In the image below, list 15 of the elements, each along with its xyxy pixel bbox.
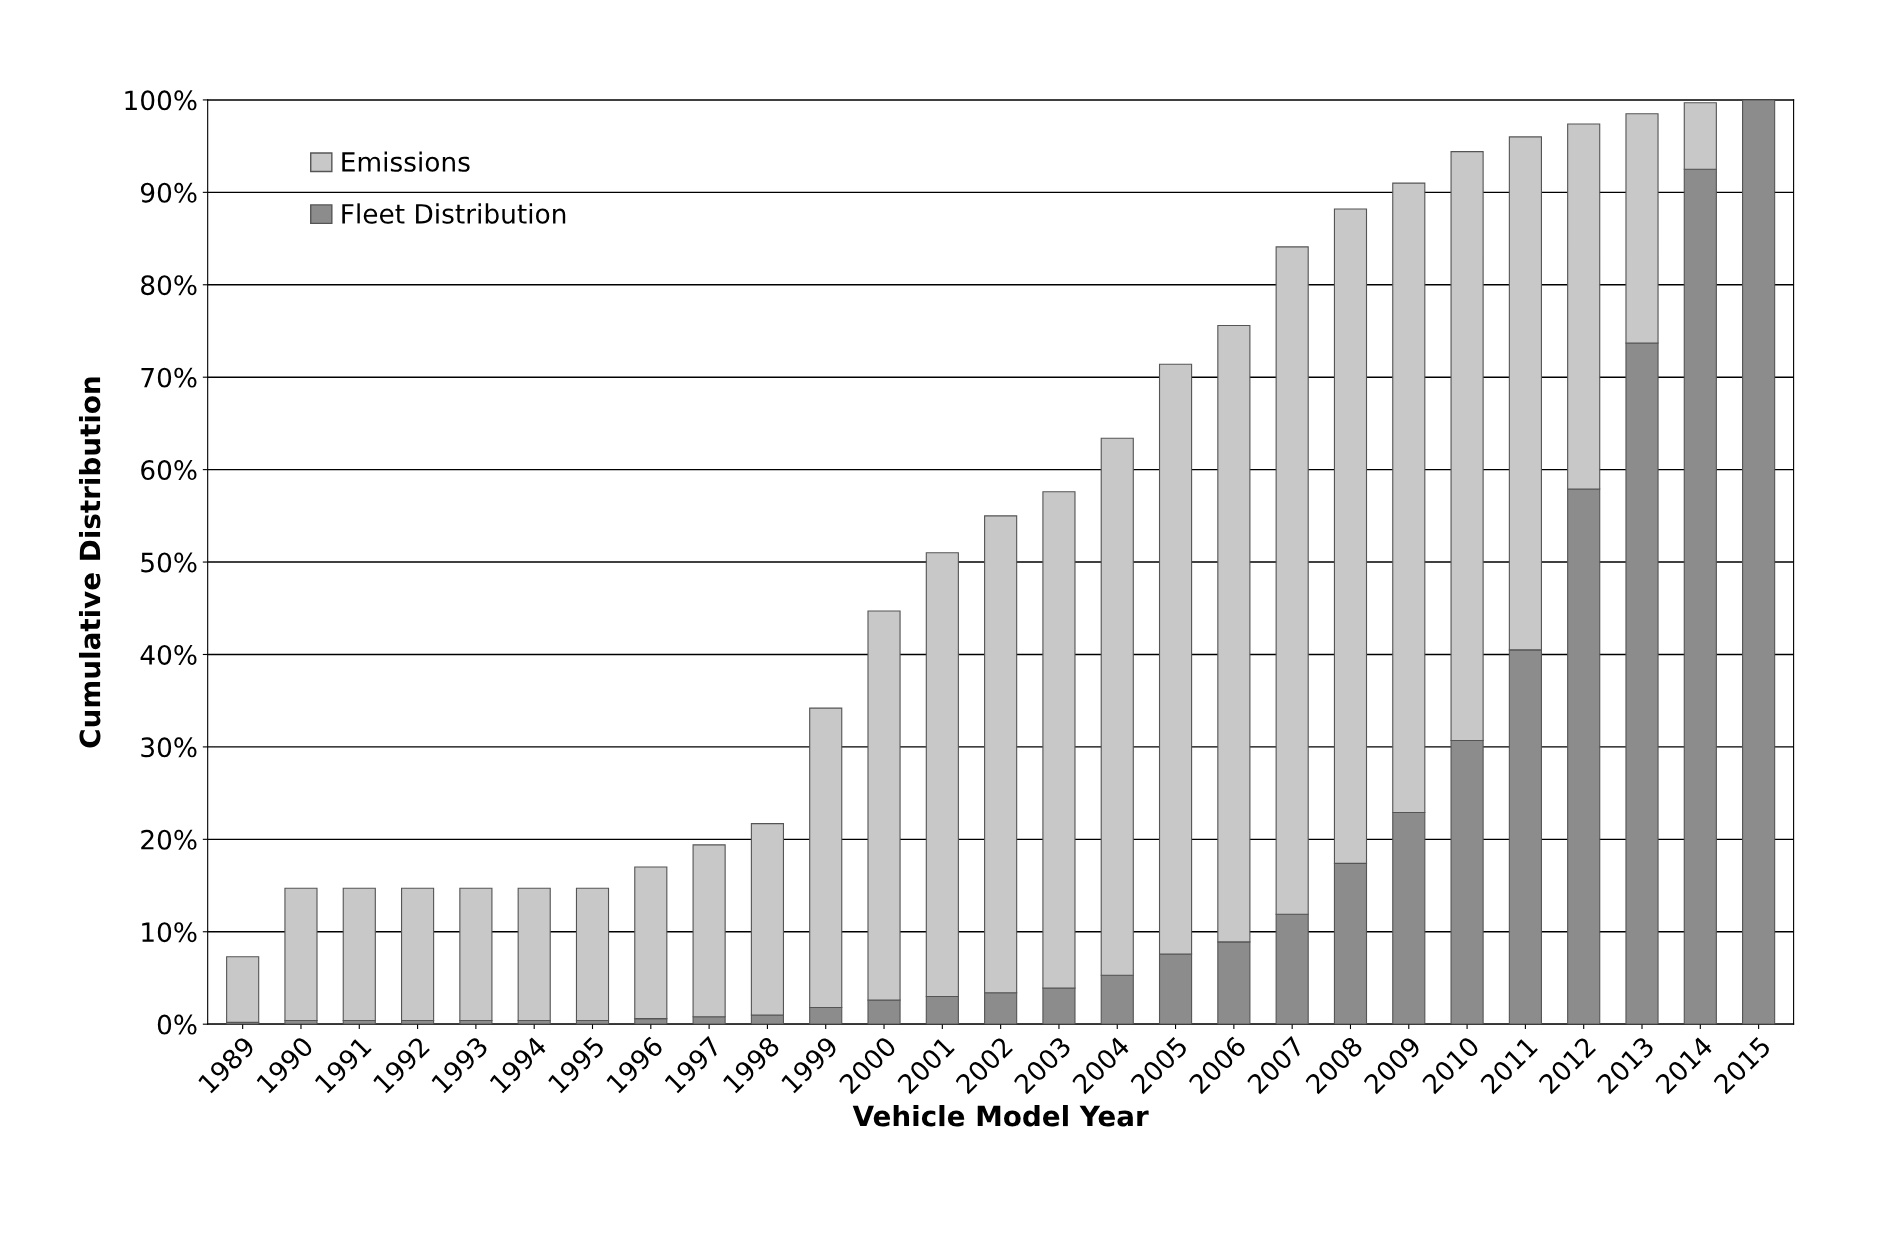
y-tick-label: 0%: [157, 1014, 197, 1035]
y-tick-label: 30%: [141, 737, 197, 758]
y-tick-label: 100%: [125, 90, 197, 111]
y-tick-label: 20%: [141, 829, 197, 850]
y-tick-label: 80%: [141, 275, 197, 296]
y-tick-label: 60%: [141, 460, 197, 481]
y-tick-label: 50%: [141, 552, 197, 573]
legend-label: Emissions: [342, 151, 470, 172]
y-tick-label: 90%: [140, 182, 197, 203]
y-axis-title: Cumulative Distribution: [78, 377, 101, 748]
legend-label: Fleet Distribution: [342, 203, 566, 224]
y-tick-label: 70%: [141, 367, 197, 388]
y-tick-label: 10%: [142, 922, 197, 943]
y-tick-label: 40%: [140, 644, 197, 665]
x-axis-title: Vehicle Model Year: [852, 1105, 1149, 1127]
